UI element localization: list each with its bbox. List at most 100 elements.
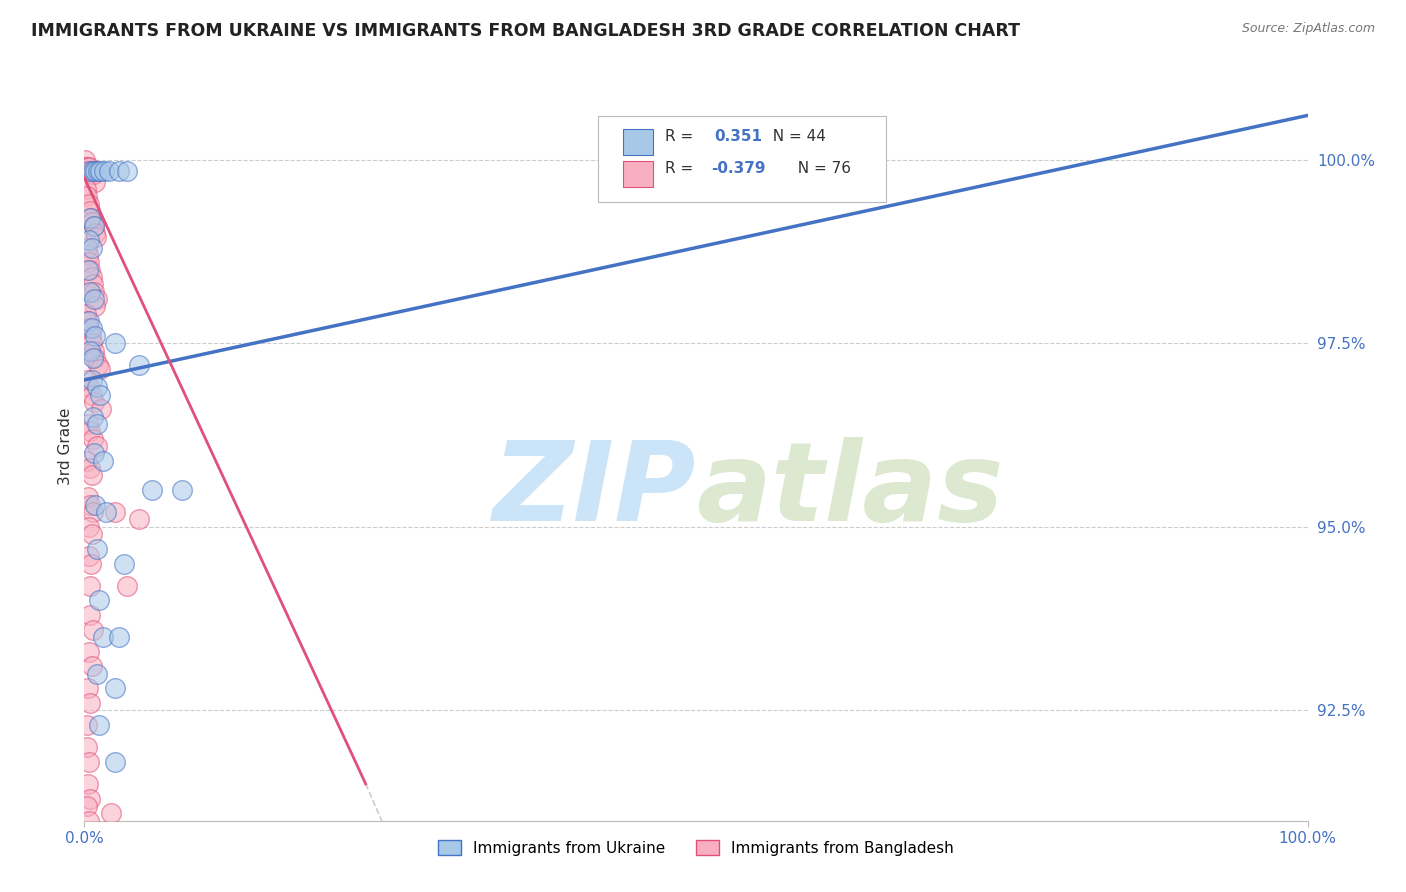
Point [89,163,111,178]
Point [83,351,105,365]
Point [83,285,105,299]
Point [107,163,129,178]
Point [76,453,98,467]
Point [80,557,103,571]
Point [93,163,115,178]
Point [80,328,103,343]
Point [77,196,100,211]
Point [77,681,100,696]
Text: Source: ZipAtlas.com: Source: ZipAtlas.com [1241,22,1375,36]
Point [79,696,101,710]
Point [80,321,103,335]
Point [84,229,107,244]
Point [104,336,127,351]
Point [83,446,105,460]
Point [82,336,104,351]
Point [82,505,104,519]
Text: -0.379: -0.379 [710,161,765,177]
Point [77,491,100,505]
Text: IMMIGRANTS FROM UKRAINE VS IMMIGRANTS FROM BANGLADESH 3RD GRADE CORRELATION CHAR: IMMIGRANTS FROM UKRAINE VS IMMIGRANTS FR… [31,22,1019,40]
Point [75,160,97,174]
Point [80,387,103,401]
Point [77,321,100,335]
Point [77,248,100,262]
Point [80,270,103,285]
Point [115,163,138,178]
Text: N = 44: N = 44 [763,129,827,144]
Bar [623,161,654,187]
Point [77,520,100,534]
Point [141,483,163,497]
Point [104,755,127,769]
Text: ZIP: ZIP [492,437,696,544]
Point [84,328,107,343]
Point [83,167,105,181]
Point [77,814,100,828]
Point [76,314,98,328]
Point [73,153,96,167]
Point [91,630,114,644]
Point [79,285,101,299]
Point [76,189,98,203]
Point [79,163,101,178]
Point [90,402,112,417]
Point [76,740,98,755]
Point [104,681,127,696]
Point [76,718,98,732]
Bar [623,129,654,155]
Point [80,241,103,255]
Point [77,549,100,564]
Point [83,219,105,233]
Point [77,417,100,431]
Point [84,163,107,178]
Point [80,163,103,178]
Point [83,226,105,240]
Point [86,292,108,306]
Point [79,461,101,475]
Legend: Immigrants from Ukraine, Immigrants from Bangladesh: Immigrants from Ukraine, Immigrants from… [432,833,960,862]
Point [82,409,104,424]
Point [79,425,101,439]
Point [77,755,100,769]
Point [115,578,138,592]
Point [84,300,107,314]
Point [82,167,104,181]
Point [76,160,98,174]
Point [100,806,122,821]
Point [76,799,98,814]
Point [83,395,105,409]
Point [86,541,108,556]
Point [77,777,100,791]
Point [77,233,100,247]
Point [107,630,129,644]
Point [79,578,101,592]
Point [83,343,105,358]
Point [84,175,107,189]
Point [172,483,194,497]
Point [87,593,110,607]
Point [79,262,101,277]
Point [80,373,103,387]
Point [87,718,110,732]
Point [75,307,97,321]
Point [84,498,107,512]
Point [77,314,100,328]
Text: atlas: atlas [696,437,1004,544]
Point [79,343,101,358]
Point [82,215,104,229]
Point [82,277,104,292]
Point [83,292,105,306]
Point [104,505,127,519]
Point [86,417,108,431]
Point [86,380,108,394]
Point [76,241,98,255]
Point [82,623,104,637]
Point [82,351,104,365]
Text: 0.351: 0.351 [714,129,762,144]
Point [79,498,101,512]
Text: R =: R = [665,161,699,177]
Point [79,791,101,805]
Point [79,607,101,622]
Point [75,182,97,196]
Point [96,505,118,519]
